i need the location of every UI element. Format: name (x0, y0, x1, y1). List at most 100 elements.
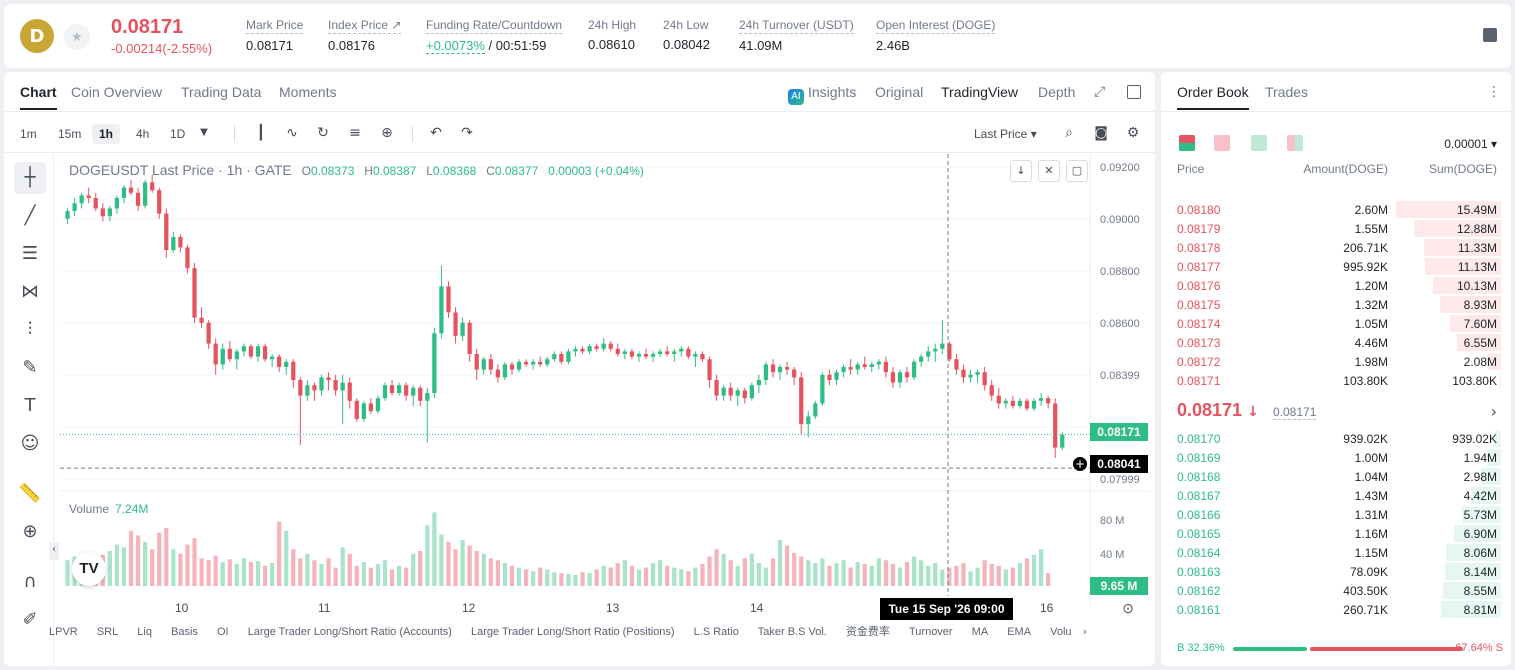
collapse-icon[interactable]: ✕ (1038, 160, 1060, 182)
expand-icon[interactable]: ⤢ (1094, 84, 1106, 100)
ind-ma[interactable]: MA (971, 626, 989, 638)
refresh-icon[interactable]: ↻ (317, 125, 329, 141)
tf-1h[interactable]: 1h (92, 124, 121, 144)
ind-lpvr[interactable]: LPVR (49, 626, 78, 638)
pattern-icon[interactable]: ⋈ (21, 281, 39, 302)
tab-depth[interactable]: Depth (1038, 84, 1076, 100)
undo-icon[interactable]: ↶ (430, 125, 442, 141)
bid-row[interactable]: 0.08169 1.00M 1.94M (1161, 448, 1511, 467)
ind-basis[interactable]: Basis (171, 626, 198, 638)
ask-row[interactable]: 0.08173 4.46M 6.55M (1161, 333, 1511, 352)
ind-funding-rate[interactable]: 资金费率 (845, 626, 890, 638)
price-chart[interactable]: 0.09200 0.09000 0.08800 0.08600 0.08399 0.081… (60, 154, 1155, 666)
precision-select[interactable]: 0.00001 ▾ (1444, 137, 1497, 151)
tf-1d[interactable]: 1D (170, 127, 186, 141)
book-icon[interactable] (1483, 28, 1497, 42)
add-indicator-icon[interactable]: ⊕ (381, 125, 393, 141)
emoji-icon[interactable]: ☺ (20, 433, 40, 454)
ind-liq[interactable]: Liq (137, 626, 152, 638)
horizontal-lines-icon[interactable]: ☰ (21, 243, 39, 264)
scroll-right-icon[interactable]: › (1082, 625, 1088, 638)
bid-row[interactable]: 0.08162 403.50K 8.55M (1161, 581, 1511, 600)
ask-row[interactable]: 0.08179 1.55M 12.88M (1161, 219, 1511, 238)
ind-ema[interactable]: EMA (1007, 626, 1032, 638)
tab-tradingview[interactable]: TradingView (941, 84, 1019, 100)
indicator-icon[interactable]: ∿ (286, 125, 298, 141)
price-type-select[interactable]: Last Price ▾ (974, 127, 1037, 141)
ind-large-trader-positions[interactable]: Large Trader Long/Short Ratio (Positions… (470, 626, 675, 638)
tab-moments[interactable]: Moments (279, 84, 337, 100)
ask-row[interactable]: 0.08178 206.71K 11.33M (1161, 238, 1511, 257)
stat-funding-rate[interactable]: Funding Rate/Countdown +0.0073% / 00:51:… (426, 18, 563, 54)
star-icon[interactable]: ★ (64, 24, 90, 50)
brush-icon[interactable]: ✎ (22, 357, 38, 378)
bid-row[interactable]: 0.08165 1.16M 6.90M (1161, 524, 1511, 543)
zoom-in-icon[interactable]: ⊕ (22, 521, 38, 542)
ask-row[interactable]: 0.08176 1.20M 10.13M (1161, 276, 1511, 295)
ind-taker-bs-vol[interactable]: Taker B.S Vol. (757, 626, 827, 638)
tab-trading-data[interactable]: Trading Data (181, 84, 262, 100)
bid-row[interactable]: 0.08168 1.04M 2.98M (1161, 467, 1511, 486)
ask-row[interactable]: 0.08180 2.60M 15.49M (1161, 200, 1511, 219)
redo-icon[interactable]: ↷ (461, 125, 473, 141)
tab-original[interactable]: Original (875, 84, 924, 100)
gear-icon[interactable]: ⚙ (1126, 125, 1140, 141)
tab-trades[interactable]: Trades (1265, 84, 1309, 100)
add-alert-icon[interactable]: + (1072, 456, 1088, 472)
crosshair-icon[interactable]: ┼ (14, 162, 46, 194)
collapse-toolbar-icon[interactable]: ‹ (49, 542, 59, 560)
ind-srl[interactable]: SRL (96, 626, 119, 638)
text-icon[interactable]: T (24, 395, 36, 416)
stat-mark-price[interactable]: Mark Price 0.08171 (246, 18, 304, 53)
stat-open-interest[interactable]: Open Interest (DOGE) 2.46B (876, 18, 996, 53)
reset-icon[interactable]: ▢ (1066, 160, 1088, 182)
fib-icon[interactable]: ⫶ (27, 319, 33, 340)
ind-turnover[interactable]: Turnover (908, 626, 953, 638)
bid-row[interactable]: 0.08166 1.31M 5.73M (1161, 505, 1511, 524)
stat-24h-turnover[interactable]: 24h Turnover (USDT) 41.09M (739, 18, 854, 53)
ask-row[interactable]: 0.08171 103.80K 103.80K (1161, 371, 1511, 390)
tf-1m[interactable]: 1m (20, 127, 37, 141)
chevron-right-icon[interactable]: › (1490, 402, 1497, 421)
template-icon[interactable]: ≡ (349, 125, 361, 141)
more-icon[interactable]: ⋮ (1487, 84, 1501, 100)
tab-insights[interactable]: AI Insights (788, 84, 856, 105)
candle-type-icon[interactable]: ┃ (256, 125, 266, 141)
tf-4h[interactable]: 4h (136, 127, 150, 141)
ind-large-trader-accounts[interactable]: Large Trader Long/Short Ratio (Accounts) (247, 626, 452, 638)
view-asks-icon[interactable] (1214, 135, 1230, 151)
row-price: 0.08170 (1177, 432, 1221, 446)
search-icon[interactable]: ⌕ (1065, 125, 1073, 141)
volume-bar (792, 552, 797, 586)
ind-ls-ratio[interactable]: L.S Ratio (693, 626, 739, 638)
ind-volume[interactable]: Volu (1050, 626, 1072, 638)
bid-row[interactable]: 0.08163 78.09K 8.14M (1161, 562, 1511, 581)
view-bids-icon[interactable] (1251, 135, 1267, 151)
timeframe-dropdown-icon[interactable]: ▼ (200, 127, 208, 138)
bid-row[interactable]: 0.08164 1.15M 8.06M (1161, 543, 1511, 562)
candlestick-chart[interactable]: 0.09200 0.09000 0.08800 0.08600 0.08399 0.081… (60, 154, 1155, 624)
magnet-icon[interactable]: ∩ (23, 571, 37, 592)
bid-row[interactable]: 0.08161 260.71K 8.81M (1161, 600, 1511, 619)
stat-index-price[interactable]: Index Price ↗ 0.08176 (328, 18, 402, 53)
arrow-down-icon[interactable]: ↓ (1010, 160, 1032, 182)
bid-row[interactable]: 0.08167 1.43M 4.42M (1161, 486, 1511, 505)
ask-row[interactable]: 0.08172 1.98M 2.08M (1161, 352, 1511, 371)
pencil-icon[interactable]: ✐ (22, 609, 38, 630)
bid-row[interactable]: 0.08170 939.02K 939.02K (1161, 429, 1511, 448)
ask-row[interactable]: 0.08174 1.05M 7.60M (1161, 314, 1511, 333)
chart-settings-icon[interactable]: ⊙ (1122, 601, 1134, 617)
camera-icon[interactable]: ◙ (1094, 125, 1108, 141)
tab-order-book[interactable]: Order Book (1177, 84, 1249, 110)
window-icon[interactable] (1127, 85, 1141, 99)
tab-chart[interactable]: Chart (20, 84, 57, 110)
ask-row[interactable]: 0.08175 1.32M 8.93M (1161, 295, 1511, 314)
ruler-icon[interactable]: 📏 (18, 483, 42, 504)
trendline-icon[interactable]: ╱ (24, 205, 36, 226)
tf-15m[interactable]: 15m (58, 127, 82, 141)
tab-coin-overview[interactable]: Coin Overview (71, 84, 163, 100)
view-split-icon[interactable] (1287, 135, 1303, 151)
ask-row[interactable]: 0.08177 995.92K 11.13M (1161, 257, 1511, 276)
ind-oi[interactable]: OI (217, 626, 229, 638)
view-both-icon[interactable] (1179, 135, 1195, 151)
